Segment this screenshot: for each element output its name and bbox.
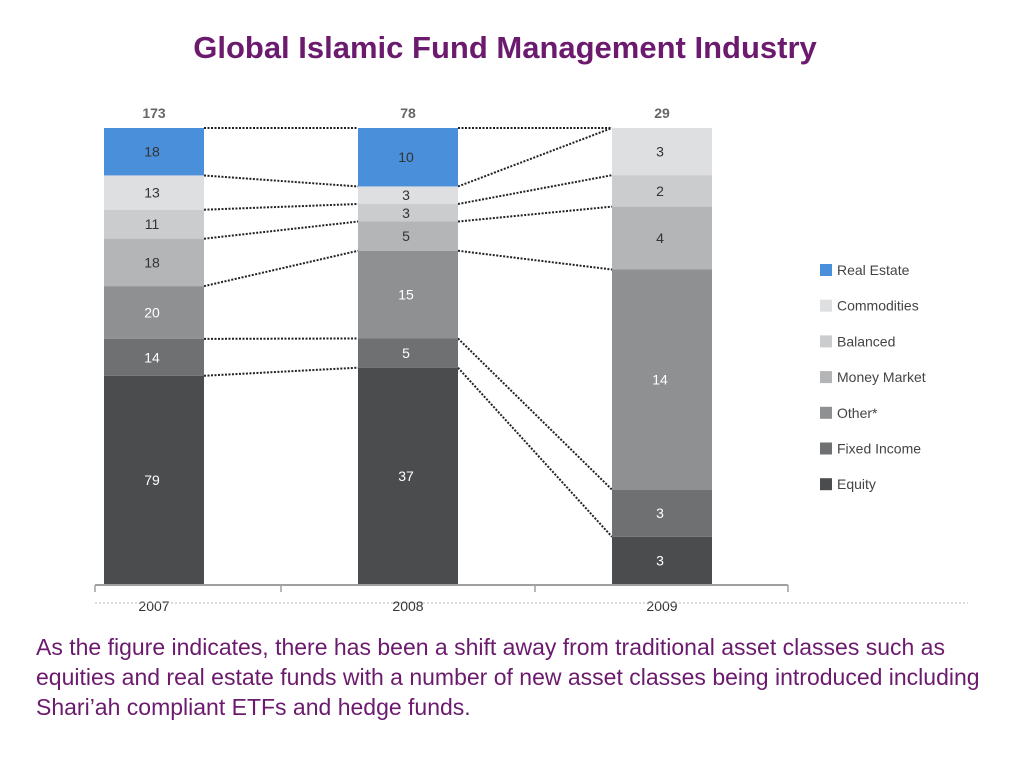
legend-swatch-other [820,406,832,419]
connector-line [203,366,359,377]
legend-label-balanced: Balanced [837,333,895,349]
segment-label-real-estate-2007: 18 [144,144,160,160]
bar-segment-commodities-2008 [358,186,458,204]
bar-segment-money-market-2007 [104,238,204,287]
x-tick-label-2007: 2007 [138,598,169,614]
bar-segment-balanced-2009 [612,175,712,207]
bar-segment-equity-2008 [358,367,458,584]
segment-label-equity-2008: 37 [398,468,414,484]
connector-line [457,174,613,205]
bar-segment-fixed-income-2008 [358,338,458,368]
legend-swatch-money-market [820,371,832,384]
segment-label-commodities-2008: 3 [402,187,410,203]
bar-segment-balanced-2008 [358,204,458,222]
bar-segment-fixed-income-2009 [612,489,712,537]
bar-segment-real-estate-2008 [358,128,458,187]
segment-label-other-2007: 20 [144,305,160,321]
connector-line [203,220,359,240]
bar-segment-balanced-2007 [104,209,204,239]
total-label-2008: 78 [400,105,416,121]
legend-label-fixed-income: Fixed Income [837,441,921,457]
segment-label-other-2009: 14 [652,372,668,388]
segment-label-money-market-2008: 5 [402,228,410,244]
total-labels: 173 78 29 [142,105,670,121]
bar-segment-commodities-2009 [612,128,712,176]
caption-text: As the figure indicates, there has been … [36,634,980,720]
segment-label-equity-2009: 3 [656,552,664,568]
legend-label-equity: Equity [837,476,876,492]
segment-label-fixed-income-2008: 5 [402,345,410,361]
legend-swatch-equity [820,478,832,491]
connector-line [203,174,359,188]
legend-swatch-fixed-income [820,442,832,455]
segment-label-money-market-2007: 18 [144,254,160,270]
bar-segment-real-estate-2007 [104,128,204,176]
connector-line [457,367,613,538]
legend-swatch-real-estate [820,264,832,276]
legend-label-other: Other* [837,405,878,421]
bar-segment-other-2007 [104,286,204,339]
bar-group [104,128,712,584]
legend-label-real-estate: Real Estate [837,262,910,278]
segment-label-fixed-income-2007: 14 [144,349,160,365]
segment-label-other-2008: 15 [398,287,414,303]
segment-label-real-estate-2008: 10 [398,149,414,165]
connector-line [457,249,613,271]
total-label-2009: 29 [654,105,670,121]
bar-segment-fixed-income-2007 [104,338,204,376]
legend-swatch-commodities [820,299,832,312]
connector-lines [203,127,613,538]
segment-label-money-market-2009: 4 [656,230,664,246]
bar-segment-other-2008 [358,250,458,339]
connector-line [457,205,613,223]
bar-segment-money-market-2008 [358,221,458,251]
segment-labels: 18 13 11 18 20 14 79 10 3 3 5 15 5 37 3 2 4 14 3 3 [144,144,668,569]
total-label-2007: 173 [142,105,166,121]
bar-segment-other-2009 [612,269,712,490]
x-axis: 2007 2008 2009 [94,584,968,614]
bar-segment-equity-2007 [104,375,204,584]
segment-label-fixed-income-2009: 3 [656,505,664,521]
x-tick-label-2009: 2009 [646,598,677,614]
segment-label-balanced-2007: 11 [145,216,160,232]
connector-line [457,127,613,188]
segment-label-commodities-2007: 13 [144,185,160,201]
legend-label-commodities: Commodities [837,298,919,314]
segment-label-balanced-2009: 2 [656,183,664,199]
connector-line [203,249,359,288]
x-tick-label-2008: 2008 [392,598,423,614]
legend-swatch-balanced [820,335,832,348]
slide-title: Global Islamic Fund Management Industry [193,30,817,65]
bar-segment-equity-2009 [612,536,712,584]
legend: Real Estate Commodities Balanced Money Mark… [820,262,926,492]
connector-line [203,203,359,211]
segment-label-commodities-2009: 3 [656,144,664,160]
segment-label-balanced-2008: 3 [402,205,410,221]
bar-segment-commodities-2007 [104,175,204,210]
legend-label-money-market: Money Market [837,369,926,385]
segment-label-equity-2007: 79 [144,472,160,488]
connector-line [457,337,613,491]
bar-segment-money-market-2009 [612,206,712,270]
